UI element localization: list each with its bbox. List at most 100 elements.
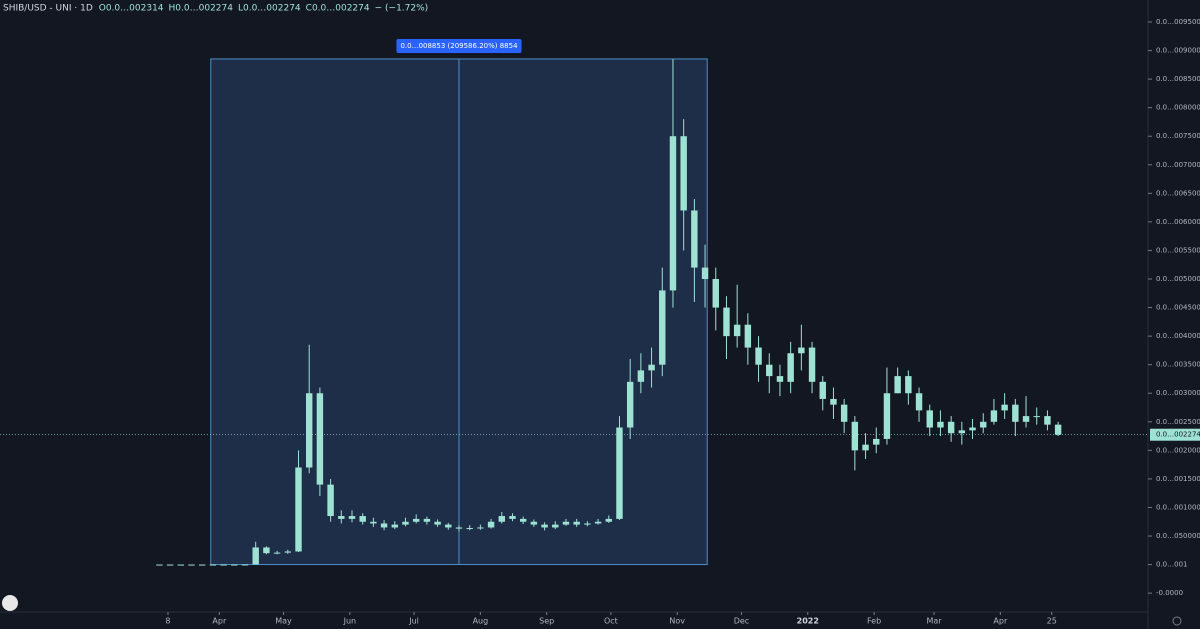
y-tick-label: 0.0…009000 [1156, 47, 1200, 55]
y-tick-label: 0.0…005500 [1156, 246, 1200, 254]
candle-body [412, 518, 420, 522]
candle-body [691, 210, 698, 268]
candle-body [969, 427, 976, 431]
y-tick-label: 0.0…050000 [1156, 532, 1200, 540]
candle-body [787, 353, 794, 382]
candle-body [402, 521, 409, 525]
y-tick-label: -0.0000 [1156, 589, 1183, 597]
candle-body [573, 521, 580, 525]
candle-body [316, 393, 324, 485]
candle-body [445, 524, 452, 528]
candle-body [659, 290, 666, 365]
x-tick-label: Jul [408, 617, 419, 626]
candle-body [958, 430, 966, 434]
candle-body [712, 279, 719, 308]
x-tick-label: Jun [343, 617, 357, 626]
candle-body [177, 564, 185, 566]
candle-body [990, 410, 998, 422]
candle-body [723, 307, 730, 337]
candle-body [487, 521, 495, 528]
candle-body [156, 564, 163, 566]
candle-body [423, 518, 431, 522]
x-tick-label: May [275, 617, 292, 626]
candle-body [209, 564, 217, 566]
ohlc-value: C0.0…002274 [306, 4, 370, 14]
candle-body [776, 376, 784, 382]
candle-body [648, 364, 655, 371]
candle-body [370, 521, 377, 524]
x-tick-label: Nov [669, 617, 685, 626]
candle-body [616, 427, 623, 519]
x-tick-label: Dec [734, 617, 749, 626]
symbol-title: SHIB/USD - UNI · 1D [3, 4, 93, 14]
y-tick-label: 0.0…003000 [1156, 389, 1200, 397]
candle-body [380, 523, 388, 528]
plot [156, 58, 1062, 566]
candle-body [338, 516, 345, 519]
candle-body [552, 524, 559, 528]
candle-body [188, 564, 195, 566]
x-tick-label: 2022 [797, 617, 819, 626]
last-price-label: 0.0…002274 [1156, 431, 1200, 439]
candle-body [755, 347, 762, 365]
candle-body [926, 410, 933, 428]
ohlc-legend: O0.0…002314 H0.0…002274 L0.0…002274 C0.0…00… [99, 4, 428, 14]
candle-body [701, 267, 709, 280]
candle-body [541, 524, 548, 528]
candle-body [252, 547, 259, 565]
last-price-tag [1150, 428, 1200, 441]
y-tick-label: 0.0…001 [1156, 561, 1188, 569]
candle-body [980, 421, 987, 428]
y-tick-label: 0.0…005000 [1156, 275, 1200, 283]
y-tick-label: 0.0…008500 [1156, 75, 1200, 83]
candle-body [477, 527, 484, 529]
y-tick-label: 0.0…001500 [1156, 475, 1200, 483]
candle-body [669, 136, 677, 291]
candle-body [937, 421, 944, 428]
candle-body [894, 376, 901, 394]
candle-body [1012, 404, 1019, 422]
y-tick-label: 0.0…009500 [1156, 18, 1200, 26]
logo [2, 595, 18, 611]
y-tick-label: 0.0…001000 [1156, 503, 1200, 511]
candle-body [594, 521, 602, 524]
y-tick-label: 0.0…003500 [1156, 361, 1200, 369]
candle-body [519, 518, 527, 522]
candle-body [744, 324, 752, 348]
x-tick-label: Mar [926, 617, 942, 626]
candle-body [391, 524, 399, 528]
candle-body [915, 393, 923, 411]
candle-body [905, 376, 912, 394]
candle-body [359, 516, 366, 522]
settings-icon[interactable] [1172, 616, 1182, 626]
y-tick-label: 0.0…008000 [1156, 104, 1200, 112]
candle-body [231, 564, 238, 566]
y-tick-label: 0.0…007500 [1156, 132, 1200, 140]
candle-body [851, 421, 859, 451]
candle-body [680, 136, 687, 211]
measure-tooltip [396, 38, 522, 53]
x-tick-label: 8 [165, 617, 170, 626]
candle-body [766, 364, 773, 377]
candle-body [466, 528, 473, 530]
candle-body [199, 564, 206, 566]
candle-body [883, 393, 891, 439]
candle-body [626, 381, 634, 428]
y-tick-label: 0.0…006000 [1156, 218, 1200, 226]
candle-body [1022, 416, 1030, 422]
ohlc-value: − (−1.72%) [375, 4, 429, 14]
x-tick-label: Feb [867, 617, 881, 626]
ohlc-value: L0.0…002274 [238, 4, 301, 14]
candle-body [733, 324, 741, 337]
y-tick-label: 0.0…004500 [1156, 304, 1200, 312]
candle-body [295, 467, 302, 552]
y-tick-label: 0.0…007000 [1156, 161, 1200, 169]
candle-body [220, 564, 227, 566]
candle-body [1054, 424, 1062, 435]
candle-body [498, 516, 505, 522]
ohlc-value: O0.0…002314 [99, 4, 164, 14]
candle-body [637, 370, 645, 382]
candle-body [840, 404, 848, 422]
y-tick-label: 0.0…004000 [1156, 332, 1200, 340]
